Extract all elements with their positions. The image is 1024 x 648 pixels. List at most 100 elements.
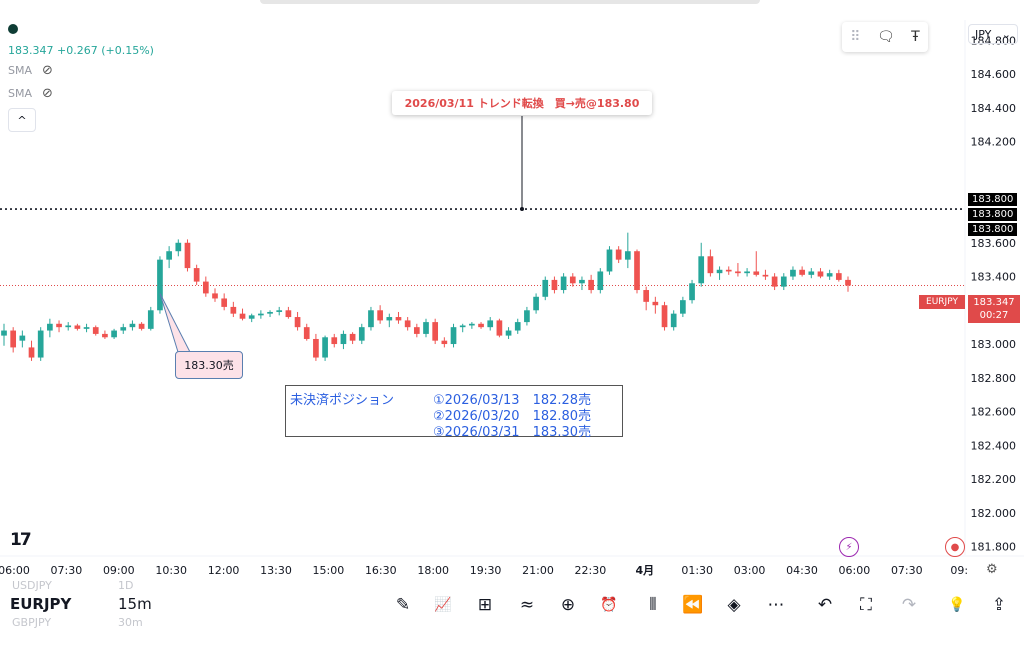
candle-body (716, 269, 723, 274)
candle-body (478, 323, 484, 328)
candle-body (1, 330, 7, 336)
candle-body (368, 310, 374, 328)
price-tick-label: 183.000 (971, 338, 1017, 351)
candle-body (634, 251, 640, 291)
currency-value: JPY (975, 27, 992, 41)
comment-icon[interactable]: 🗨 (876, 29, 895, 45)
templates-icon[interactable]: ⊞ (477, 595, 493, 615)
chevron-up-icon: ^ (17, 113, 27, 127)
symbol-picker[interactable]: EURJPY (10, 595, 72, 613)
market-status-dot (8, 24, 18, 34)
open-positions-box[interactable]: 未決済ポジション ①2026/03/13 182.28売 ②2026/03/20… (285, 385, 623, 440)
trend-change-callout[interactable]: 2026/03/11 トレンド転換 買→売@183.80 (392, 91, 652, 115)
candle-body (762, 274, 769, 277)
price-tick-label: 184.200 (971, 136, 1017, 149)
candle-body (698, 256, 705, 284)
candle-body (377, 310, 383, 321)
time-tick-label: 01:30 (681, 564, 713, 577)
price-tick-label: 182.000 (971, 507, 1017, 520)
more-icon[interactable]: ⋯ (767, 595, 785, 615)
drag-handle-icon[interactable]: ⠿ (850, 29, 861, 45)
share-icon[interactable]: ⇪ (991, 595, 1007, 615)
price-tick-label: 182.200 (971, 473, 1017, 486)
indicators-icon[interactable]: 📈 (434, 597, 452, 613)
candle-body (313, 338, 319, 358)
candle-body (597, 271, 604, 291)
candle-body (524, 310, 530, 323)
position-line-3: ③2026/03/31 183.30売 (433, 425, 592, 440)
candle-body (221, 298, 228, 307)
price-tag: 183.800 (968, 223, 1018, 236)
candle-body (184, 242, 191, 269)
candle-body (202, 281, 209, 294)
time-tick-label: 07:30 (891, 564, 923, 577)
candle-body (707, 256, 714, 274)
gear-icon[interactable]: ⚙ (986, 562, 998, 577)
candle-body (826, 273, 833, 277)
fullscreen-icon[interactable]: ⛶ (860, 595, 872, 615)
candle-body (808, 271, 815, 275)
candle-body (514, 322, 521, 331)
candle-body (413, 327, 420, 334)
candle-body (615, 249, 622, 260)
ideas-icon[interactable]: 💡 (948, 597, 966, 613)
legend-price: 183.347 +0.267 (+0.15%) (8, 44, 154, 57)
sell-entry-callout[interactable]: 183.30売 (175, 351, 243, 379)
candle-body (579, 279, 585, 284)
add-icon[interactable]: ⊕ (560, 595, 576, 615)
candle-body (817, 271, 824, 277)
time-tick-label: 18:00 (417, 564, 449, 577)
candle-body (423, 322, 429, 334)
time-tick-label: 21:00 (522, 564, 554, 577)
candle-body (47, 323, 53, 331)
candle-body (404, 320, 411, 328)
legend-indicator-sma-1[interactable]: SMA ⊘ (8, 63, 53, 78)
candle-body (744, 271, 750, 274)
candle-body (65, 325, 72, 328)
eye-hidden-icon[interactable]: ⊘ (42, 63, 53, 78)
candle-body (138, 323, 145, 329)
record-icon[interactable]: ● (945, 537, 965, 557)
alert-clock-icon[interactable]: ⏰ (600, 597, 618, 613)
price-tick-label: 182.400 (971, 439, 1017, 452)
lightning-icon[interactable]: ⚡ (839, 537, 859, 557)
candle-body (395, 317, 402, 321)
candle-body (835, 273, 842, 280)
time-tick-label: 10:30 (155, 564, 187, 577)
candle-body (358, 327, 365, 341)
candle-body (166, 251, 172, 260)
interval-picker[interactable]: 15m (118, 595, 152, 613)
candle-body (111, 330, 117, 338)
redo-icon[interactable]: ↷ (901, 595, 917, 615)
candle-body (74, 325, 81, 329)
candle-body (331, 337, 338, 345)
time-tick-label: 15:00 (313, 564, 345, 577)
price-tick-label: 184.800 (971, 34, 1017, 47)
candle-body (459, 325, 466, 328)
candle-body (661, 305, 668, 328)
candle-body (267, 311, 273, 314)
candle-body (780, 276, 787, 287)
pencil-icon[interactable]: ✎ (395, 595, 411, 615)
replay-icon[interactable]: ⏪ (682, 595, 704, 615)
candles-icon[interactable]: ⫴ (649, 595, 657, 615)
compare-icon[interactable]: ≈ (519, 595, 535, 615)
price-tick-label: 183.400 (971, 271, 1017, 284)
eye-hidden-icon[interactable]: ⊘ (42, 86, 53, 101)
time-tick-label: 22:30 (575, 564, 607, 577)
text-tool-icon[interactable]: Ŧ (911, 29, 920, 45)
candle-body (689, 283, 695, 301)
candle-body (157, 259, 163, 311)
candle-body (624, 251, 631, 260)
chart-canvas[interactable]: 184.800 184.600 184.400 184.200 183.600 183.4… (0, 0, 1024, 586)
undo-icon[interactable]: ↶ (817, 595, 833, 615)
legend-indicator-sma-2[interactable]: SMA ⊘ (8, 86, 53, 101)
collapse-legend-button[interactable]: ^ (8, 108, 36, 132)
time-tick-label: 04:30 (786, 564, 818, 577)
candle-body (56, 323, 62, 328)
time-tick-label: 16:30 (365, 564, 397, 577)
layers-icon[interactable]: ◈ (727, 595, 741, 615)
candle-body (450, 327, 457, 345)
currency-selector[interactable]: JPY ⌄ (968, 24, 1018, 44)
candle-body (496, 320, 503, 336)
